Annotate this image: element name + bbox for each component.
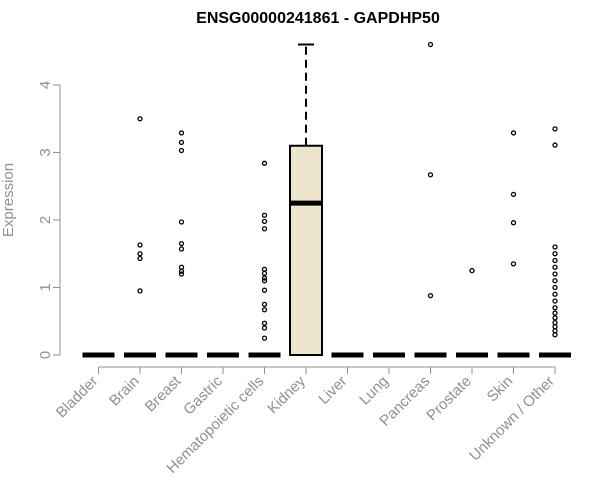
outlier-point — [552, 298, 558, 304]
x-tick-label: Lung — [356, 373, 392, 409]
outlier-point — [178, 271, 185, 277]
outlier-point — [261, 335, 268, 341]
y-axis-label: Expression — [0, 163, 17, 237]
outlier-point — [552, 323, 558, 330]
outlier-point — [552, 305, 558, 311]
x-tick-label: Brain — [106, 373, 143, 410]
outlier-point — [178, 219, 185, 225]
y-tick-label: 0 — [37, 351, 54, 359]
outlier-point — [427, 41, 434, 48]
outlier-point — [510, 261, 517, 267]
outlier-point — [261, 212, 268, 218]
outlier-point — [178, 240, 185, 247]
x-tick-label: Kidney — [264, 372, 309, 417]
outlier-point — [552, 310, 558, 316]
x-tick-label: Bladder — [53, 373, 102, 422]
outlier-point — [552, 332, 558, 338]
box — [289, 144, 323, 356]
outlier-point — [469, 267, 475, 274]
outlier-point — [552, 142, 558, 148]
outlier-point — [178, 246, 185, 252]
outlier-point — [552, 271, 558, 277]
outlier-point — [261, 278, 268, 284]
outlier-point — [261, 266, 268, 272]
outlier-point — [552, 291, 558, 297]
outlier-point — [137, 116, 143, 122]
outlier-point — [552, 257, 558, 264]
outlier-point — [427, 292, 434, 299]
y-tick-label: 1 — [37, 283, 54, 291]
outlier-point — [552, 284, 558, 291]
outlier-point — [552, 264, 558, 270]
y-tick-label: 4 — [37, 81, 54, 89]
outlier-point — [510, 130, 517, 136]
outlier-point — [427, 172, 434, 178]
y-tick-label: 3 — [37, 148, 54, 156]
y-tick-label: 2 — [37, 216, 54, 224]
outlier-point — [261, 275, 268, 281]
outlier-point — [261, 226, 268, 232]
outlier-point — [137, 242, 143, 248]
x-tick-label: Prostate — [423, 373, 475, 425]
outlier-point — [552, 244, 558, 250]
outlier-point — [552, 126, 558, 132]
outlier-point — [261, 325, 268, 331]
outlier-point — [261, 287, 268, 293]
outlier-point — [178, 268, 185, 274]
outlier-point — [137, 251, 143, 257]
outlier-point — [510, 191, 517, 198]
outlier-point — [261, 270, 268, 276]
outlier-point — [261, 218, 268, 225]
outlier-point — [261, 307, 268, 313]
outlier-point — [552, 251, 558, 257]
outlier-point — [261, 160, 268, 166]
outlier-point — [552, 278, 558, 284]
outlier-point — [137, 288, 143, 294]
x-tick-label: Skin — [484, 373, 517, 406]
outlier-point — [552, 315, 558, 321]
outlier-point — [178, 139, 185, 146]
outlier-point — [510, 220, 517, 226]
outlier-point — [261, 320, 268, 326]
x-tick-label: Breast — [142, 372, 185, 415]
chart-title: ENSG00000241861 - GAPDHP50 — [196, 10, 440, 27]
outlier-point — [261, 301, 268, 308]
outlier-point — [137, 255, 143, 262]
outlier-point — [178, 130, 185, 136]
x-tick-label: Liver — [315, 373, 350, 408]
outlier-point — [178, 147, 185, 154]
